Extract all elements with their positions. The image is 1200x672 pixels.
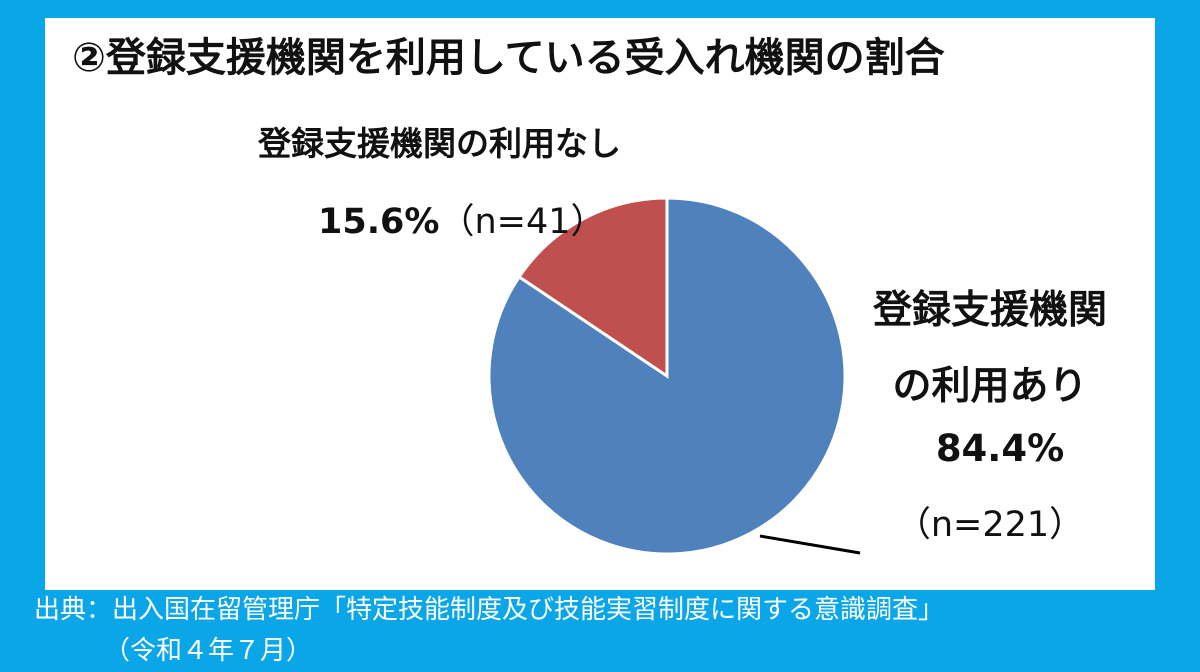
value-label: 84.4% (935, 427, 1065, 470)
count-label: （n=221） (895, 505, 1085, 545)
value-label: 15.6% (318, 202, 440, 242)
source: 出典：出入国在留管理庁「特定技能制度及び技能実習制度に関する意識調査」 (34, 595, 945, 625)
count-label: （n=41） (439, 202, 606, 242)
slice-label: 登録支援機関の利用あり (872, 288, 1107, 409)
source: （令和４年７月） (104, 636, 313, 666)
pie-slice (517, 196, 669, 379)
chart-title: ②登録支援機関を利用している受入れ機関の割合 (72, 35, 945, 81)
leader-line (759, 534, 861, 555)
slice-label: 登録支援機関の利用なし (258, 124, 621, 163)
